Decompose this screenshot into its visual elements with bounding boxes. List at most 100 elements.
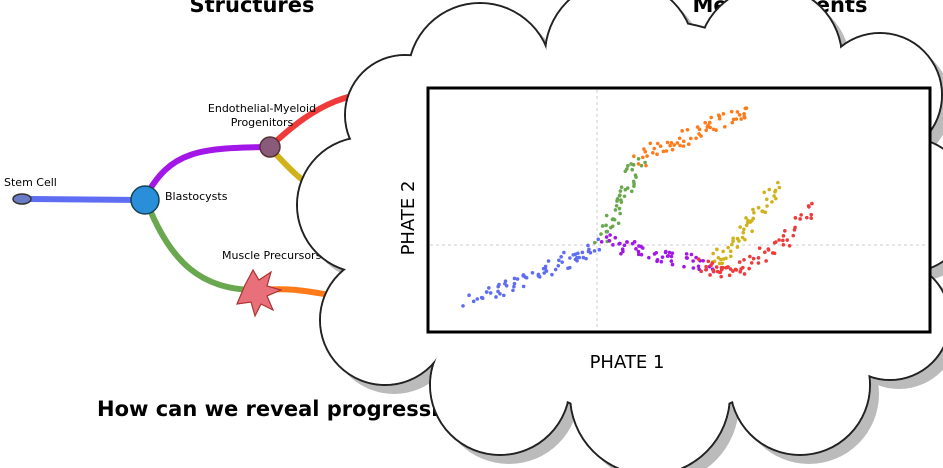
cell-point [809,213,813,217]
cell-point [637,244,641,248]
cell-point [810,202,814,206]
cell-point [613,236,617,240]
cell-point [631,242,635,246]
cell-point [776,181,780,185]
cell-point [632,154,636,158]
cell-point [654,251,658,255]
cell-point [596,238,600,242]
cell-point [485,290,489,294]
cell-point [687,142,691,146]
cell-point [513,282,517,286]
cell-point [690,253,694,257]
cell-point [716,270,720,274]
cell-point [718,115,722,119]
cell-point [729,255,733,259]
cell-point [721,250,725,254]
cell-point [626,164,630,168]
cell-point [586,244,590,248]
cell-point [750,229,754,233]
cell-point [765,197,769,201]
cell-point [793,226,797,230]
cell-point [632,182,636,186]
cell-point [666,141,670,145]
cell-point [618,194,622,198]
cell-point [642,147,646,151]
cell-point [671,263,675,267]
cell-point [748,255,752,259]
cell-point [774,197,778,201]
cell-point [752,211,756,215]
cell-point [637,250,641,254]
cell-point [709,116,713,120]
cell-point [783,229,787,233]
cell-point [729,249,733,253]
cell-point [805,216,809,220]
cell-point [745,106,749,110]
cell-point [582,256,586,260]
cell-point [739,267,743,271]
node-label: Blastocysts [165,190,228,203]
cell-point [788,244,792,248]
cell-point [744,216,748,220]
cell-point [614,208,618,212]
cell-point [512,285,516,289]
cell-point [516,277,520,281]
cell-point [766,247,770,251]
cell-point [659,260,663,264]
cell-point [557,258,561,262]
cell-point [632,163,636,167]
cell-point [738,225,742,229]
cell-point [643,161,647,165]
cell-point [720,261,724,265]
cell-point [682,139,686,143]
cell-point [651,151,655,155]
node-label: Stem Cell [4,176,57,189]
cell-point [487,286,491,290]
embedding-plot [428,88,930,332]
cell-point [777,238,781,242]
cell-point [637,162,641,166]
cell-point [640,253,644,257]
cell-point [605,214,609,218]
cell-point [735,268,739,272]
cell-point [698,128,702,132]
cell-point [554,268,558,272]
cell-point [757,206,761,210]
cell-point [593,249,597,253]
cell-point [625,240,629,244]
cell-point [809,216,813,220]
cell-point [678,144,682,148]
cell-point [697,264,701,268]
cell-point [773,252,777,256]
cell-point [623,194,627,198]
cell-point [544,265,548,269]
cell-point [472,300,476,304]
cell-point [608,233,612,237]
cell-point [724,266,728,270]
cell-point [773,241,777,245]
cell-point [715,265,719,269]
cell-point [616,197,620,201]
cell-point [726,246,730,250]
cell-point [504,279,508,283]
cell-point [701,259,705,263]
cell-point [560,260,564,264]
cell-point [630,189,634,193]
cell-point [730,243,734,247]
cell-point [678,136,682,140]
cell-point [708,126,712,130]
cell-point [736,237,740,241]
cell-point [757,256,761,260]
cell-point [481,296,485,300]
cell-point [601,224,605,228]
cell-point [618,207,622,211]
cell-point [778,186,782,190]
x-axis-label: PHATE 1 [590,352,665,373]
cell-point [620,185,624,189]
cell-point [697,257,701,261]
cell-point [728,273,732,277]
cell-point [697,132,701,136]
cell-point [730,121,734,125]
node-label: Muscle Precursors [222,249,322,262]
cell-point [764,259,768,263]
